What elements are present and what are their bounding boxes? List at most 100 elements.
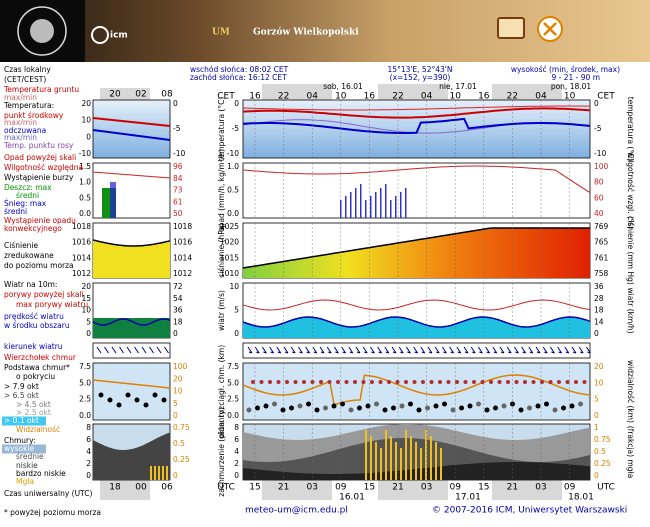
left-ticks: 2 (234, 459, 239, 468)
footer-note: * powyżej poziomu morza (4, 508, 101, 517)
wind-arrow (333, 346, 339, 354)
cloud-top-dot (251, 380, 255, 384)
left-ticks: 5 (234, 306, 239, 315)
wind-arrow (571, 346, 577, 354)
legend-item: porywy powyżej skali (4, 290, 84, 299)
top-hour: 16 (249, 92, 261, 102)
mini-right-ticks: 1012 (173, 269, 192, 278)
mini-cloud-dot (98, 392, 104, 398)
mini-left-ticks: 1.0 (79, 178, 91, 187)
cloud-base-dot (425, 405, 430, 411)
left-ticks: 5.0 (227, 378, 239, 387)
legend-swatch (2, 444, 46, 454)
wind-arrow (384, 346, 390, 354)
cloud-top-dot (531, 380, 536, 384)
fog-bar (415, 442, 417, 480)
cloud-top-dot (404, 380, 408, 384)
mini-wind-line (92, 318, 171, 326)
cloud-top-dot (293, 380, 298, 384)
cloud-top-dot (268, 380, 272, 384)
cloud-base-dot (297, 403, 303, 409)
mini-right-ticks: 20 (173, 374, 183, 383)
cloud-base-dot (433, 403, 439, 409)
bottom-hour: 09 (335, 483, 347, 493)
mini-left-ticks: 1012 (72, 269, 91, 278)
top-hour: 04 (535, 92, 547, 102)
mini-hour: 02 (135, 90, 146, 100)
mini-right-ticks: -5 (173, 124, 181, 133)
cloud-base-dot (578, 401, 583, 407)
wind-arrow (449, 346, 455, 354)
cloud-base-dot (493, 405, 498, 411)
fog-bar (395, 442, 397, 480)
temp-ground-line (242, 105, 590, 111)
mini-temp-line (92, 129, 171, 141)
legend-item: Chmury: (4, 436, 36, 445)
legend-item: Wierzchołek chmur (4, 353, 77, 362)
mini-left-ticks: 2 (86, 459, 91, 468)
book-icon[interactable] (497, 17, 525, 39)
legend-item: średni (4, 207, 27, 216)
cloud-top-dot (557, 380, 561, 384)
legend-item: Temperatura gruntu (3, 85, 79, 94)
cloud-top-dot (412, 380, 417, 384)
mini-right-ticks: 0.25 (173, 455, 190, 464)
cloud-base-dot (289, 405, 294, 411)
cloud-top-dot (361, 380, 366, 384)
mini-left-ticks: 4 (86, 447, 91, 456)
bottom-hour: 03 (535, 483, 546, 493)
mini-left-ticks: 7.5 (79, 362, 91, 371)
mini-left-ticks: 20 (81, 282, 91, 291)
wind-arrow (492, 346, 498, 354)
mini-wind-arrow (96, 346, 102, 354)
mini-right-ticks: 100 (173, 362, 188, 371)
legend-item: Deszcz: max (4, 183, 52, 192)
night-band (100, 480, 150, 500)
cloud-top-dot (506, 380, 510, 384)
wind-arrow (276, 346, 282, 354)
wind-arrow (283, 346, 289, 354)
right-ticks: 0 (594, 411, 599, 420)
top-date: sob, 16.01 (323, 82, 363, 91)
cloud-top-dot (310, 380, 315, 384)
mini-left-ticks: 15 (81, 294, 91, 303)
cloud-top-dot (574, 380, 578, 384)
cloud-top-dot (378, 380, 383, 384)
cloud-base-dot (357, 405, 362, 411)
top-zone-right: CET (597, 92, 615, 102)
legend-item: Temp. punktu rosy (3, 141, 74, 150)
legend-item: wysokie (4, 444, 34, 453)
mini-wind-arrow (164, 346, 169, 354)
top-hour: 10 (335, 92, 347, 102)
mini-left-ticks: 5 (86, 317, 91, 326)
legend-item: Wystąpienie burzy (4, 173, 74, 182)
cloud-top-dot (353, 380, 357, 384)
wind-arrow (391, 346, 397, 354)
snow-bar (370, 196, 372, 218)
fog-bar (440, 448, 442, 480)
wind-arrow (326, 346, 332, 354)
snow-bar (360, 184, 362, 218)
wind-arrow (513, 346, 519, 354)
snow-bar (375, 192, 377, 218)
bottom-hour: 03 (306, 483, 317, 493)
mini-hour: 08 (161, 90, 173, 100)
mini-right-ticks: 0.75 (173, 423, 190, 432)
mini-fog-bar (158, 466, 160, 480)
panel-label-left: ciśnienie (hPa) (217, 223, 226, 278)
wind-arrow (463, 346, 469, 354)
legend-item: prędkość wiatru (4, 312, 64, 321)
legend-item: Temperatura: (3, 101, 54, 110)
wind-arrow (319, 346, 325, 354)
night-band (492, 480, 562, 500)
info-sunrise: wschód słońca: 08:02 CET (190, 65, 289, 74)
wind-arrow (413, 346, 419, 354)
mini-left-ticks: 0.5 (79, 193, 91, 202)
wind-arrow (456, 346, 462, 354)
cloud-base-dot (374, 401, 379, 407)
cloud-top-dot (276, 380, 281, 384)
wind-arrow (535, 346, 541, 354)
cloud-top-dot (540, 380, 544, 384)
mini-hour: 20 (109, 90, 121, 100)
right-ticks: 80 (594, 178, 604, 187)
